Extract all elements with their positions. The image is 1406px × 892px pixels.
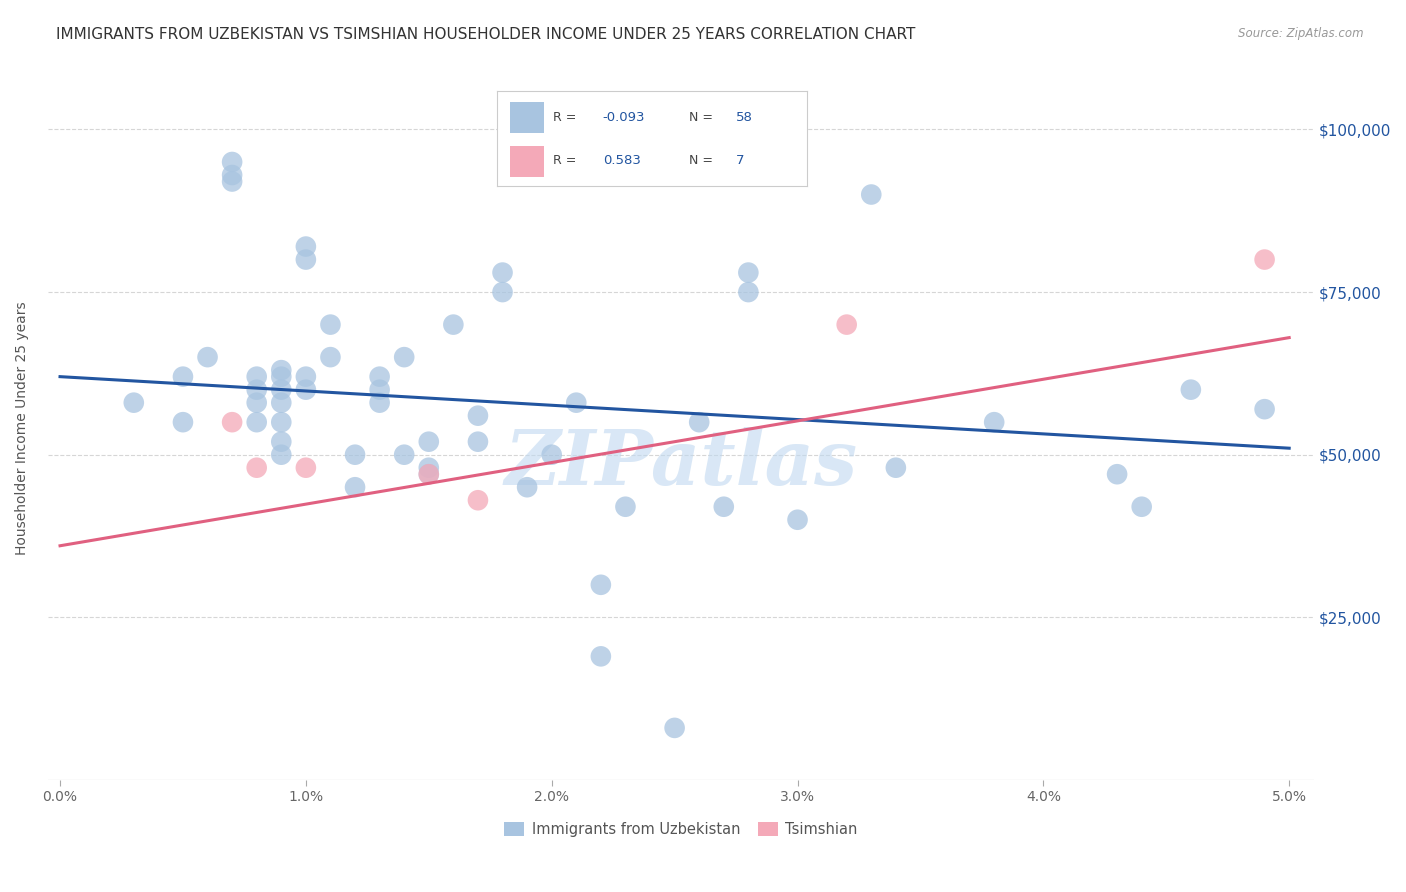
Point bbox=[688, 415, 710, 429]
Point bbox=[860, 187, 883, 202]
Point bbox=[713, 500, 735, 514]
Point bbox=[270, 395, 292, 409]
Point bbox=[589, 649, 612, 664]
Point bbox=[1253, 402, 1275, 417]
Point bbox=[246, 395, 269, 409]
Point bbox=[246, 369, 269, 384]
Point bbox=[270, 448, 292, 462]
Point bbox=[270, 369, 292, 384]
Point bbox=[418, 467, 440, 482]
Point bbox=[295, 460, 318, 475]
Point bbox=[246, 383, 269, 397]
Point bbox=[1107, 467, 1129, 482]
Point bbox=[392, 448, 415, 462]
Point bbox=[270, 415, 292, 429]
Point bbox=[319, 318, 342, 332]
Point bbox=[491, 266, 513, 280]
Point bbox=[418, 460, 440, 475]
Point bbox=[270, 434, 292, 449]
Point bbox=[392, 350, 415, 364]
Point bbox=[368, 383, 391, 397]
Point bbox=[368, 369, 391, 384]
Point bbox=[467, 493, 489, 508]
Point bbox=[197, 350, 219, 364]
Point bbox=[467, 434, 489, 449]
Point bbox=[491, 285, 513, 299]
Point bbox=[295, 383, 318, 397]
Point bbox=[368, 395, 391, 409]
Legend: Immigrants from Uzbekistan, Tsimshian: Immigrants from Uzbekistan, Tsimshian bbox=[498, 816, 863, 843]
Point bbox=[172, 415, 194, 429]
Point bbox=[1180, 383, 1202, 397]
Point bbox=[737, 266, 759, 280]
Point bbox=[664, 721, 686, 735]
Point bbox=[786, 513, 808, 527]
Point bbox=[418, 467, 440, 482]
Point bbox=[737, 285, 759, 299]
Point bbox=[516, 480, 538, 494]
Point bbox=[1253, 252, 1275, 267]
Point bbox=[295, 252, 318, 267]
Point bbox=[246, 460, 269, 475]
Point bbox=[614, 500, 637, 514]
Point bbox=[1130, 500, 1153, 514]
Point bbox=[221, 168, 243, 182]
Point bbox=[467, 409, 489, 423]
Point bbox=[983, 415, 1005, 429]
Text: ZIPatlas: ZIPatlas bbox=[505, 426, 858, 500]
Point bbox=[295, 239, 318, 253]
Point bbox=[344, 480, 367, 494]
Point bbox=[319, 350, 342, 364]
Point bbox=[221, 155, 243, 169]
Point bbox=[122, 395, 145, 409]
Point bbox=[884, 460, 907, 475]
Point bbox=[540, 448, 562, 462]
Point bbox=[344, 448, 367, 462]
Point bbox=[172, 369, 194, 384]
Y-axis label: Householder Income Under 25 years: Householder Income Under 25 years bbox=[15, 301, 30, 556]
Point bbox=[221, 174, 243, 188]
Point bbox=[565, 395, 588, 409]
Point bbox=[246, 415, 269, 429]
Point bbox=[221, 415, 243, 429]
Point bbox=[270, 383, 292, 397]
Point bbox=[295, 369, 318, 384]
Point bbox=[418, 434, 440, 449]
Text: Source: ZipAtlas.com: Source: ZipAtlas.com bbox=[1239, 27, 1364, 40]
Point bbox=[441, 318, 464, 332]
Point bbox=[270, 363, 292, 377]
Text: IMMIGRANTS FROM UZBEKISTAN VS TSIMSHIAN HOUSEHOLDER INCOME UNDER 25 YEARS CORREL: IMMIGRANTS FROM UZBEKISTAN VS TSIMSHIAN … bbox=[56, 27, 915, 42]
Point bbox=[835, 318, 858, 332]
Point bbox=[589, 578, 612, 592]
